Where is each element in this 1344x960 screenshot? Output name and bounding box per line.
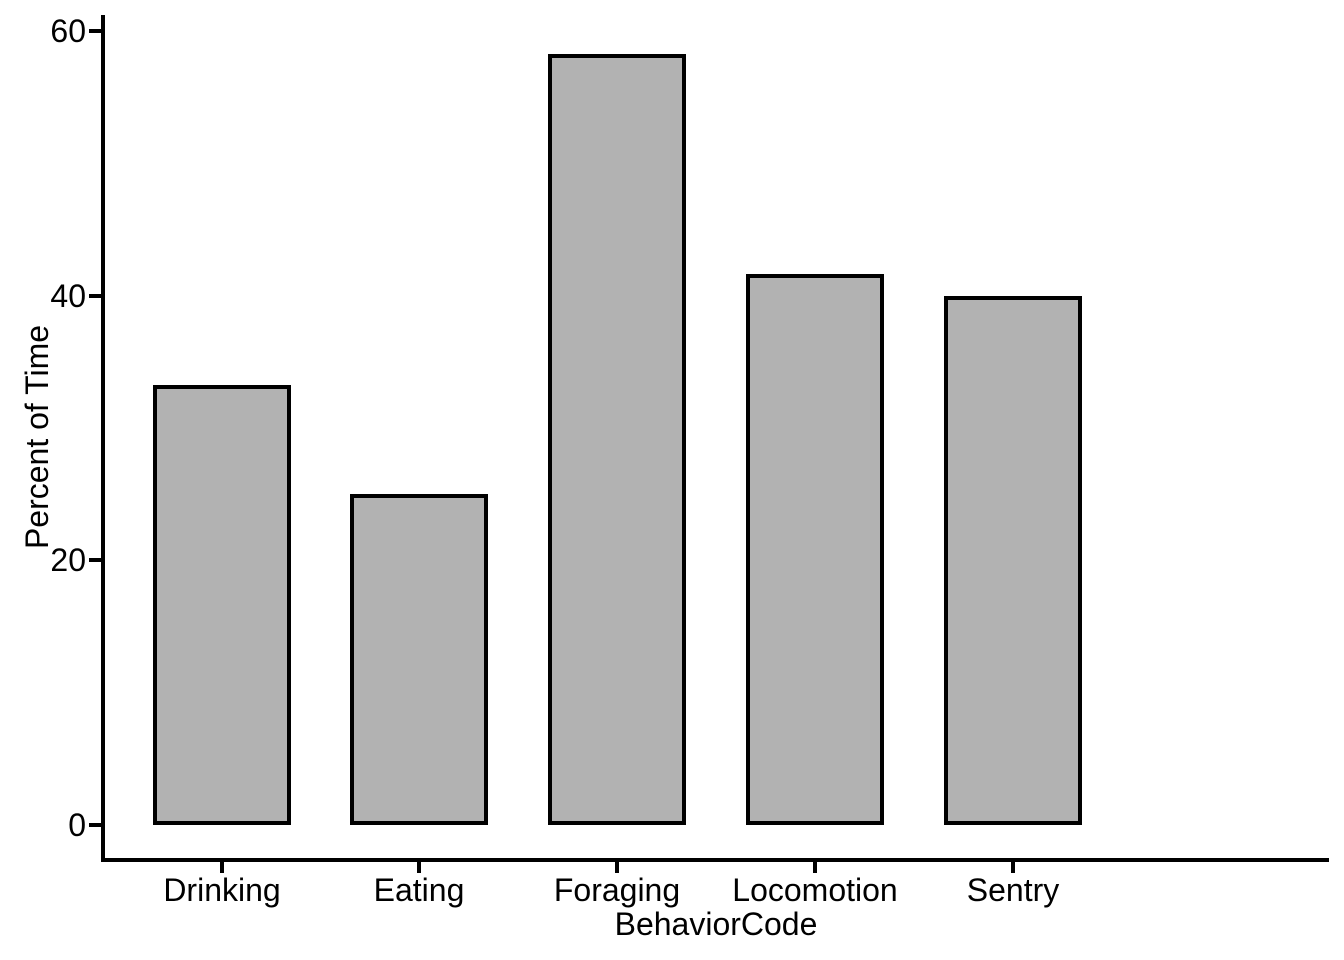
x-tick-label-eating: Eating: [373, 872, 465, 908]
y-tick-label-40: 40: [50, 277, 86, 314]
bar-sentry: [944, 296, 1082, 825]
x-axis-title: BehaviorCode: [614, 906, 818, 942]
x-tick-label-locomotion: Locomotion: [732, 872, 898, 908]
y-axis-title: Percent of Time: [19, 324, 55, 550]
y-tick-40: [89, 293, 101, 298]
y-tick-60: [89, 29, 101, 34]
y-tick-20: [89, 558, 101, 563]
bar-eating: [350, 494, 488, 825]
y-tick-label-0: 0: [68, 806, 86, 843]
y-axis-line: [101, 15, 105, 862]
x-tick-foraging: [615, 862, 619, 873]
x-tick-eating: [417, 862, 421, 873]
x-tick-label-drinking: Drinking: [163, 872, 281, 908]
bar-drinking: [153, 385, 291, 825]
bar-locomotion: [746, 274, 884, 825]
bar-foraging: [548, 54, 686, 825]
x-tick-locomotion: [813, 862, 817, 873]
y-tick-0: [89, 822, 101, 827]
x-tick-label-sentry: Sentry: [966, 872, 1060, 908]
y-tick-label-20: 20: [50, 542, 86, 579]
x-axis-line: [101, 858, 1329, 862]
x-tick-label-foraging: Foraging: [553, 872, 681, 908]
x-tick-drinking: [220, 862, 224, 873]
x-tick-sentry: [1011, 862, 1015, 873]
y-tick-label-60: 60: [50, 13, 86, 50]
